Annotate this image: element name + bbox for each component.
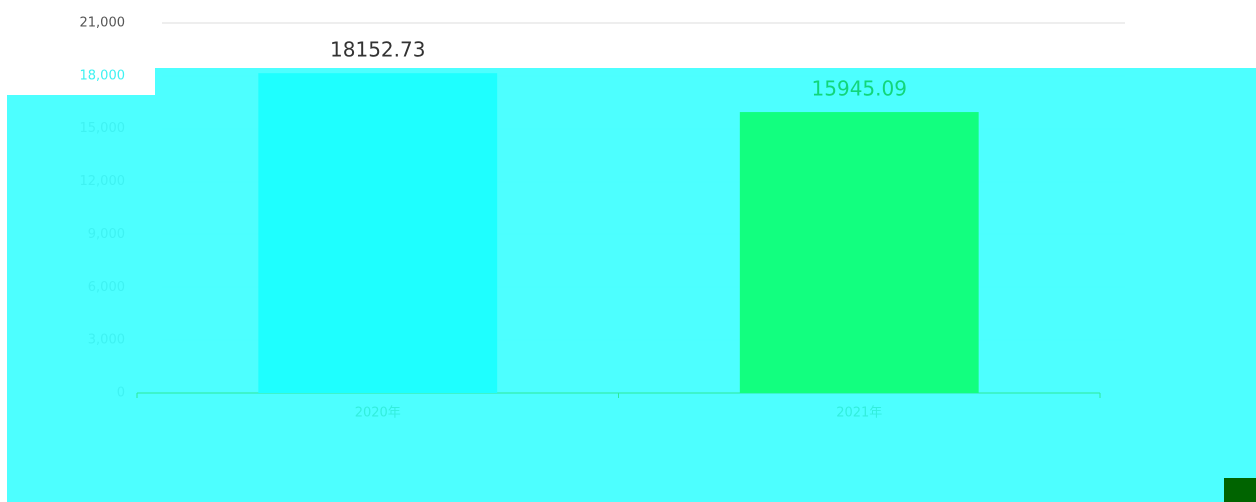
overlay [7,68,1256,502]
y-tick-label: 21,000 [80,16,126,31]
y-tick-label: 18,000 [80,68,126,83]
y-tick-label: 15,000 [80,121,126,136]
y-tick-label: 6,000 [88,280,125,295]
bar [258,73,498,393]
value-label: 18152.73 [330,38,425,62]
bar [739,112,979,394]
value-label: 15945.09 [812,77,907,101]
corner-block [1224,478,1256,502]
x-tick-label: 2021年 [836,406,882,421]
y-tick-label: 12,000 [80,174,126,189]
y-tick-label: 0 [117,386,125,401]
x-tick-label: 2020年 [355,406,401,421]
y-tick-label: 9,000 [88,227,125,242]
y-tick-label: 3,000 [88,333,125,348]
